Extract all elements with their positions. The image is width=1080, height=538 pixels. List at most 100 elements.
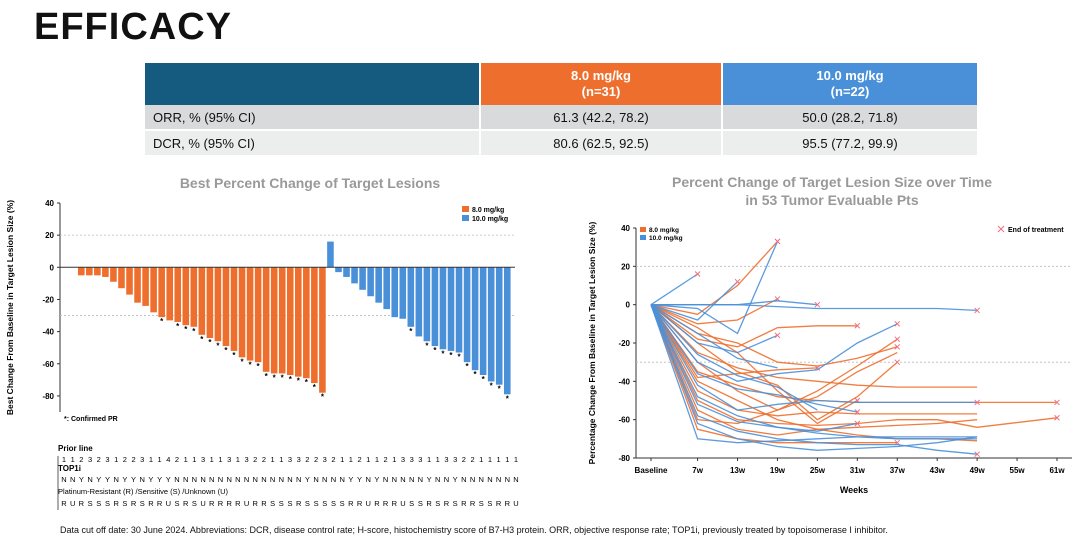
waterfall-bar xyxy=(270,267,278,374)
waterfall-bar xyxy=(150,267,157,313)
y-tick-label-spider: 20 xyxy=(621,262,630,271)
annotation-cell: S xyxy=(435,499,440,508)
annotation-cell: R xyxy=(157,499,163,508)
annotation-cell: R xyxy=(235,499,241,508)
confirmed-pr-marker: * xyxy=(297,377,301,386)
annotation-cell: N xyxy=(487,475,492,484)
waterfall-bar xyxy=(206,267,214,339)
annotation-cell: 3 xyxy=(105,455,109,464)
waterfall-bar xyxy=(415,267,423,337)
annotation-cell: R xyxy=(183,499,189,508)
annotation-cell: R xyxy=(374,499,380,508)
confirmed-pr-marker: * xyxy=(506,394,510,403)
annotation-cell: Y xyxy=(348,475,353,484)
annotation-cell: N xyxy=(279,475,284,484)
confirmed-pr-marker: * xyxy=(474,370,478,379)
y-tick-label-waterfall: -20 xyxy=(42,295,54,304)
efficacy-table: 8.0 mg/kg (n=31) 10.0 mg/kg (n=22) ORR, % … xyxy=(145,63,977,155)
annotation-cell: N xyxy=(270,475,275,484)
annotation-cell: S xyxy=(331,499,336,508)
confirmed-pr-marker: * xyxy=(490,381,494,390)
legend-swatch-8mg xyxy=(640,227,646,232)
table-header-8mg: 8.0 mg/kg (n=31) xyxy=(479,63,722,105)
annotation-cell: N xyxy=(253,475,258,484)
annotation-cell: N xyxy=(400,475,405,484)
annotation-cell: 3 xyxy=(244,455,248,464)
annotation-cell: 1 xyxy=(158,455,162,464)
annotation-cell: N xyxy=(244,475,249,484)
confirmed-pr-marker: * xyxy=(409,327,413,336)
annotation-cell: 1 xyxy=(62,455,66,464)
waterfall-bar xyxy=(262,267,270,372)
waterfall-bar xyxy=(343,267,350,277)
legend-label-10mg: 10.0 mg/kg xyxy=(472,216,508,223)
waterfall-bar xyxy=(158,267,165,318)
annotation-row-label: TOP1i xyxy=(58,464,81,473)
cell-10mg: 95.5 (77.2, 99.9) xyxy=(721,130,977,155)
table-row: ORR, % (95% CI) 61.3 (42.2, 78.2) 50.0 (… xyxy=(145,105,977,131)
confirmed-pr-marker: * xyxy=(425,341,429,350)
spider-line xyxy=(650,304,978,388)
confirmed-pr-marker: * xyxy=(289,375,293,384)
annotation-cell: R xyxy=(113,499,119,508)
annotation-cell: R xyxy=(131,499,137,508)
annotation-cell: R xyxy=(426,499,432,508)
end-of-treatment-marker xyxy=(974,451,980,458)
annotation-cell: 1 xyxy=(392,455,396,464)
footer: Data cut off date: 30 June 2024. Abbrevi… xyxy=(60,525,888,535)
confirmed-pr-marker: * xyxy=(257,362,261,371)
annotation-cell: S xyxy=(174,499,179,508)
footer-text: DCR, disease control rate; H-score, hist… xyxy=(249,525,888,535)
confirmed-pr-marker: * xyxy=(321,393,325,402)
footnote-confirmed-pr: *: Confirmed PR xyxy=(64,416,118,423)
end-of-treatment-marker xyxy=(694,271,701,277)
annotation-cell: N xyxy=(61,475,66,484)
waterfall-bar xyxy=(222,267,230,347)
header-n: (n=31) xyxy=(581,84,621,99)
end-of-treatment-marker xyxy=(974,399,980,406)
y-tick-label-spider: -80 xyxy=(618,454,630,463)
spider-line xyxy=(650,304,858,413)
annotation-cell: 3 xyxy=(201,455,205,464)
x-tick-label-spider: 61w xyxy=(1049,466,1065,475)
annotation-cell: R xyxy=(218,499,224,508)
annotation-cell: N xyxy=(435,475,440,484)
annotation-cell: N xyxy=(331,475,336,484)
spider-line xyxy=(650,304,818,379)
annotation-cell: S xyxy=(340,499,345,508)
annotation-cell: R xyxy=(461,499,467,508)
confirmed-pr-marker: * xyxy=(232,351,236,360)
spider-line xyxy=(650,241,779,335)
table-header-10mg: 10.0 mg/kg (n=22) xyxy=(721,63,977,105)
waterfall-bar xyxy=(487,267,495,382)
annotation-cell: N xyxy=(339,475,344,484)
annotation-cell: U xyxy=(244,499,249,508)
annotation-cell: 1 xyxy=(479,455,483,464)
annotation-cell: N xyxy=(200,475,205,484)
waterfall-bar xyxy=(319,267,326,393)
spider-line xyxy=(650,304,778,369)
end-of-treatment-marker xyxy=(894,343,901,350)
annotation-cell: N xyxy=(479,475,484,484)
annotation-cell: U xyxy=(513,499,518,508)
annotation-cell: N xyxy=(235,475,240,484)
waterfall-bar xyxy=(423,267,431,342)
annotation-cell: 2 xyxy=(357,455,361,464)
y-tick-label-waterfall: 20 xyxy=(45,231,54,240)
end-of-treatment-marker xyxy=(854,420,861,427)
waterfall-bar xyxy=(126,267,133,295)
confirmed-pr-marker: * xyxy=(466,362,470,371)
end-of-treatment-marker xyxy=(814,301,821,308)
spider-line xyxy=(650,281,738,321)
confirmed-pr-marker: * xyxy=(273,373,277,382)
annotation-cell: Y xyxy=(105,475,110,484)
annotation-cell: Y xyxy=(357,475,362,484)
x-tick-label-spider: 43w xyxy=(930,466,946,475)
confirmed-pr-marker: * xyxy=(433,346,437,355)
waterfall-bar xyxy=(190,267,198,327)
annotation-cell: N xyxy=(209,475,214,484)
annotation-cell: N xyxy=(218,475,223,484)
annotation-cell: N xyxy=(409,475,414,484)
end-of-treatment-marker xyxy=(734,278,741,285)
